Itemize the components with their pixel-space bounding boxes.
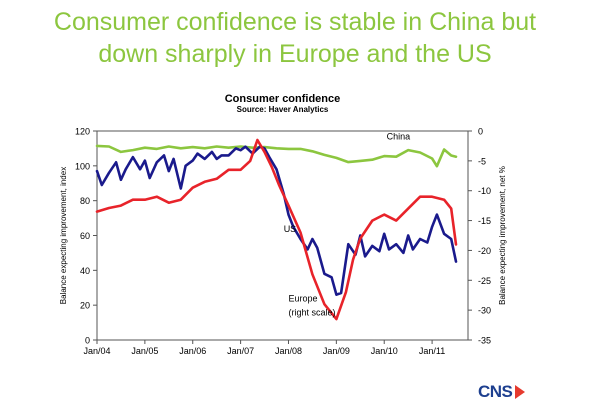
x-tick-label: Jan/04	[83, 346, 110, 356]
y-right-tick-label: -25	[478, 276, 491, 286]
plot-border	[96, 130, 469, 341]
y-left-tick-label: 120	[75, 127, 90, 137]
y-left-tick-label: 60	[80, 231, 90, 241]
slide-title-line-2: down sharply in Europe and the US	[98, 40, 492, 68]
annotation-label-2: US	[284, 224, 297, 234]
y-right-axis-title: Balance expecting improvement, net %	[498, 166, 507, 305]
x-tick-label: Jan/09	[323, 346, 350, 356]
cns-logo: CNS	[478, 382, 526, 402]
slide-title: Consumer confidence is stable in China b…	[0, 6, 590, 70]
y-right-tick-label: -10	[478, 186, 491, 196]
y-left-tick-label: 40	[80, 266, 90, 276]
y-left-tick-label: 20	[80, 301, 90, 311]
chart-subtitle: Source: Haver Analytics	[237, 105, 329, 114]
annotations-layer: China US Europe (right scale)	[284, 132, 410, 318]
series-layer	[95, 138, 458, 321]
x-tick-label: Jan/10	[371, 346, 398, 356]
y-right-tick-label: 0	[478, 127, 483, 137]
y-right-tick-label: -30	[478, 306, 491, 316]
annotation-label-1: China	[387, 132, 411, 142]
y-right-tick-label: -20	[478, 246, 491, 256]
y-right-tick-label: -15	[478, 216, 491, 226]
x-tick-label: Jan/06	[179, 346, 206, 356]
series-line-china	[95, 144, 458, 168]
y-left-axis-title: Balance expecting improvement, index	[59, 167, 68, 304]
slide-title-line-1: Consumer confidence is stable in China b…	[53, 8, 537, 36]
plot-frame	[96, 130, 469, 341]
annotation-label-4: (right scale)	[288, 308, 335, 318]
y-left-tick-label: 80	[80, 196, 90, 206]
x-tick-label: Jan/07	[227, 346, 254, 356]
chevron-right-icon	[515, 385, 526, 399]
x-tick-label: Jan/11	[419, 346, 445, 356]
series-line-us	[95, 145, 458, 297]
y-right-tick-label: -5	[478, 156, 486, 166]
x-tick-label: Jan/05	[131, 346, 158, 356]
series-line-europe	[95, 138, 458, 321]
chart-title: Consumer confidence	[225, 93, 341, 105]
y-left-tick-label: 100	[75, 161, 90, 171]
y-right-tick-label: -35	[478, 336, 491, 346]
x-tick-label: Jan/08	[275, 346, 302, 356]
y-left-tick-label: 0	[85, 336, 90, 346]
cns-logo-text: CNS	[478, 382, 513, 401]
annotation-label-3: Europe	[288, 294, 317, 304]
